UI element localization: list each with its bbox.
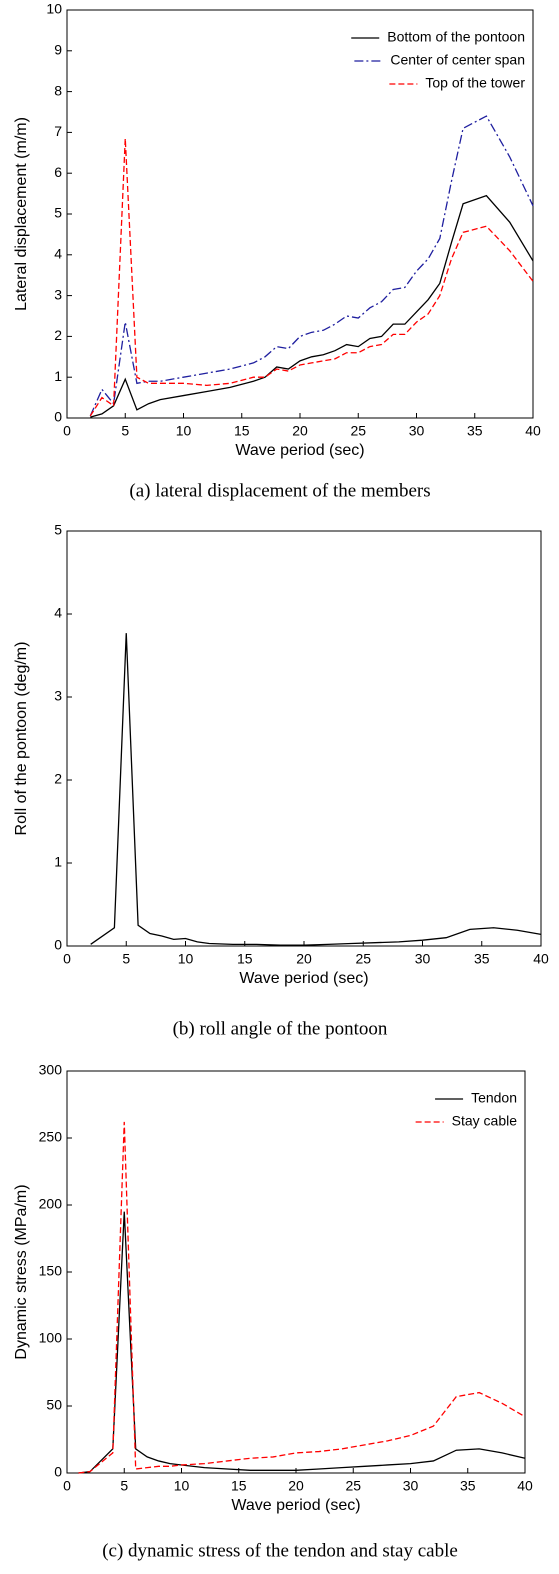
x-tick-label: 30 <box>415 951 431 967</box>
legend-label: Bottom of the pontoon <box>387 29 525 45</box>
y-tick-label: 5 <box>54 205 62 221</box>
y-tick-label: 7 <box>54 123 62 139</box>
y-tick-label: 3 <box>54 688 62 704</box>
y-tick-label: 8 <box>54 82 62 98</box>
y-axis-label: Lateral displacement (m/m) <box>13 117 30 311</box>
y-tick-label: 150 <box>39 1263 63 1279</box>
x-axis-label: Wave period (sec) <box>235 442 364 459</box>
y-tick-label: 3 <box>54 286 62 302</box>
y-tick-label: 0 <box>54 1464 62 1480</box>
plot-frame <box>66 530 542 947</box>
y-axis-label: Dynamic stress (MPa/m) <box>13 1184 30 1359</box>
x-tick-label: 40 <box>517 1478 533 1494</box>
y-tick-label: 5 <box>54 522 62 538</box>
x-tick-label: 20 <box>292 423 308 439</box>
x-tick-label: 15 <box>231 1478 247 1494</box>
plot-frame <box>66 1070 526 1474</box>
x-tick-label: 30 <box>409 423 425 439</box>
series-line <box>90 194 534 418</box>
series-line <box>89 115 534 417</box>
y-tick-label: 250 <box>39 1129 63 1145</box>
series-line <box>89 138 534 417</box>
x-tick-label: 5 <box>120 1478 128 1494</box>
series-line <box>90 633 542 946</box>
x-tick-label: 35 <box>474 951 490 967</box>
x-tick-label: 15 <box>234 423 250 439</box>
x-axis-label: Wave period (sec) <box>239 970 368 987</box>
x-tick-label: 40 <box>525 423 541 439</box>
x-tick-label: 10 <box>178 951 194 967</box>
y-tick-label: 4 <box>54 605 62 621</box>
x-tick-label: 0 <box>63 1478 71 1494</box>
x-tick-label: 25 <box>350 423 366 439</box>
x-tick-label: 35 <box>467 423 483 439</box>
y-tick-label: 200 <box>39 1196 63 1212</box>
x-tick-label: 15 <box>237 951 253 967</box>
x-tick-label: 40 <box>533 951 549 967</box>
caption: (a) lateral displacement of the members <box>129 480 430 501</box>
x-tick-label: 30 <box>403 1478 419 1494</box>
y-tick-label: 1 <box>54 854 62 870</box>
y-tick-label: 9 <box>54 42 62 58</box>
y-tick-label: 300 <box>39 1062 63 1078</box>
x-tick-label: 10 <box>176 423 192 439</box>
x-tick-label: 0 <box>63 423 71 439</box>
x-tick-label: 5 <box>121 423 129 439</box>
y-tick-label: 6 <box>54 164 62 180</box>
y-tick-label: 0 <box>54 937 62 953</box>
legend-label: Top of the tower <box>425 75 525 91</box>
x-tick-label: 20 <box>288 1478 304 1494</box>
legend-label: Center of center span <box>390 52 525 68</box>
y-tick-label: 4 <box>54 246 62 262</box>
caption: (c) dynamic stress of the tendon and sta… <box>102 1540 458 1561</box>
series-line <box>78 1121 526 1474</box>
series-line <box>78 1211 526 1474</box>
y-tick-label: 10 <box>46 1 62 17</box>
y-axis-label: Roll of the pontoon (deg/m) <box>13 642 30 836</box>
x-tick-label: 35 <box>460 1478 476 1494</box>
y-tick-label: 100 <box>39 1330 63 1346</box>
plot-frame <box>66 9 534 419</box>
y-tick-label: 50 <box>46 1397 62 1413</box>
x-tick-label: 0 <box>63 951 71 967</box>
y-tick-label: 0 <box>54 409 62 425</box>
legend-label: Stay cable <box>452 1113 518 1129</box>
x-axis-label: Wave period (sec) <box>231 1497 360 1514</box>
y-tick-label: 2 <box>54 771 62 787</box>
legend-label: Tendon <box>471 1090 517 1106</box>
x-tick-label: 10 <box>174 1478 190 1494</box>
x-tick-label: 25 <box>345 1478 361 1494</box>
x-tick-label: 20 <box>296 951 312 967</box>
caption: (b) roll angle of the pontoon <box>173 1018 388 1039</box>
x-tick-label: 5 <box>122 951 130 967</box>
y-tick-label: 1 <box>54 368 62 384</box>
x-tick-label: 25 <box>355 951 371 967</box>
y-tick-label: 2 <box>54 327 62 343</box>
